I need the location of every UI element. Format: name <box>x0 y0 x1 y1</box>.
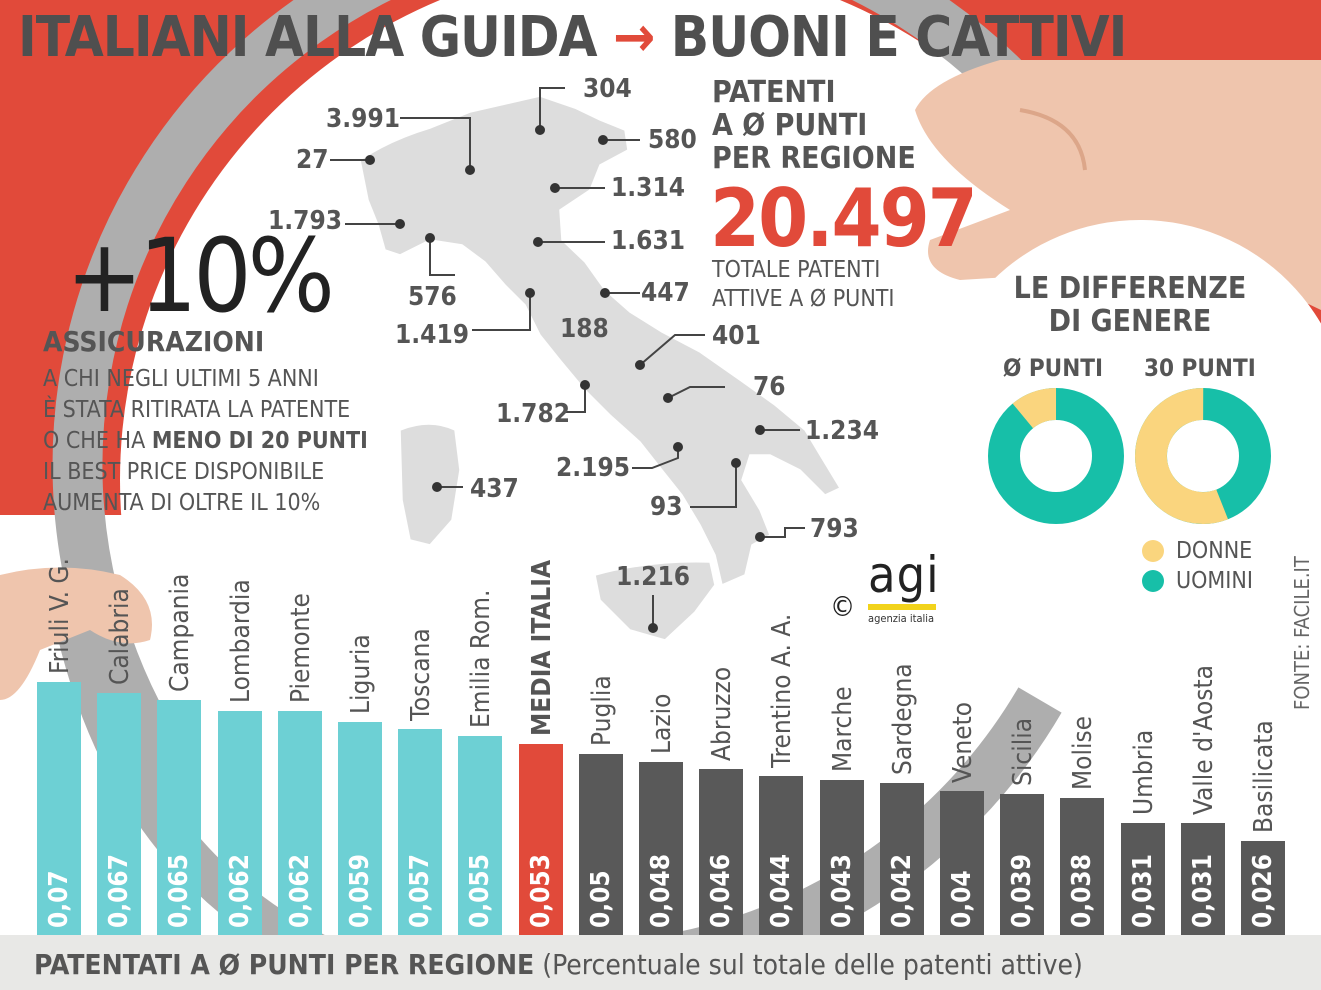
total-caption-line: TOTALE PATENTI <box>712 257 881 283</box>
map-label: 93 <box>650 492 683 522</box>
insurance-line: È STATA RITIRATA LA PATENTE <box>43 397 351 423</box>
map-label: 401 <box>712 321 761 351</box>
total-count: 20.497 <box>710 172 978 265</box>
map-label: 1.419 <box>395 320 469 350</box>
footer-caption-bold: PATENTATI A Ø PUNTI PER REGIONE <box>34 948 535 981</box>
legend-men: UOMINI <box>1176 568 1253 594</box>
patenti-heading-line: A Ø PUNTI <box>712 108 868 143</box>
legend-women-dot <box>1142 540 1164 562</box>
gender-heading-line: LE DIFFERENZE <box>1013 271 1247 306</box>
gender-donuts <box>988 388 1271 524</box>
map-label: 1.314 <box>611 173 685 203</box>
map-label: 27 <box>296 145 329 175</box>
map-label: 188 <box>560 314 609 344</box>
legend-men-dot <box>1142 570 1164 592</box>
insurance-line-bold: MENO DI 20 PUNTI <box>151 428 368 454</box>
title-arrow-icon: → <box>613 5 655 70</box>
map-label: 3.991 <box>326 104 400 134</box>
agi-logo: agi <box>868 546 940 604</box>
gender-heading: LE DIFFERENZE DI GENERE <box>1008 272 1252 338</box>
insurance-text: A CHI NEGLI ULTIMI 5 ANNI È STATA RITIRA… <box>43 364 368 519</box>
gender-heading-line: DI GENERE <box>1048 304 1212 339</box>
total-caption: TOTALE PATENTI ATTIVE A Ø PUNTI <box>712 256 895 314</box>
map-label: 437 <box>470 474 519 504</box>
insurance-percent: +10% <box>66 217 335 336</box>
map-label: 580 <box>648 125 697 155</box>
donut-zero-label: Ø PUNTI <box>1003 354 1104 382</box>
patenti-heading: PATENTI A Ø PUNTI PER REGIONE <box>712 76 916 175</box>
footer-caption: PATENTATI A Ø PUNTI PER REGIONE (Percent… <box>34 948 1083 981</box>
map-label: 576 <box>408 282 457 312</box>
insurance-line: O CHE HA MENO DI 20 PUNTI <box>43 426 368 457</box>
title-left: ITALIANI ALLA GUIDA <box>18 5 598 70</box>
map-label: 2.195 <box>556 453 630 483</box>
insurance-line-prefix: O CHE HA <box>43 428 152 454</box>
map-label: 304 <box>583 74 632 104</box>
donut-thirty-label: 30 PUNTI <box>1144 354 1256 382</box>
title-right: BUONI E CATTIVI <box>670 5 1128 70</box>
patenti-heading-line: PATENTI <box>712 75 836 110</box>
footer-caption-normal: (Percentuale sul totale delle patenti at… <box>534 948 1083 981</box>
patenti-heading-line: PER REGIONE <box>712 141 916 176</box>
donut-thirty-women <box>1135 388 1271 524</box>
map-label: 793 <box>810 514 859 544</box>
map-label: 1.793 <box>268 206 342 236</box>
page-title: ITALIANI ALLA GUIDA → BUONI E CATTIVI <box>18 2 1128 74</box>
total-caption-line: ATTIVE A Ø PUNTI <box>712 286 895 312</box>
source-credit: FONTE: FACILE.IT <box>1290 556 1314 710</box>
insurance-title: ASSICURAZIONI <box>43 325 265 358</box>
footer-band <box>0 935 1321 990</box>
insurance-line: A CHI NEGLI ULTIMI 5 ANNI <box>43 366 319 392</box>
agi-logo-subtitle: agenzia italia <box>868 612 935 625</box>
map-label: 1.631 <box>611 226 685 256</box>
insurance-line: IL BEST PRICE DISPONIBILE <box>43 459 325 485</box>
map-label: 1.216 <box>616 562 690 592</box>
agi-logo-bar <box>868 604 936 610</box>
legend-women: DONNE <box>1176 538 1253 564</box>
copyright-icon: © <box>830 590 856 623</box>
map-label: 1.782 <box>496 399 570 429</box>
map-label: 76 <box>753 372 786 402</box>
insurance-line: AUMENTA DI OLTRE IL 10% <box>43 490 321 516</box>
map-label: 447 <box>641 278 690 308</box>
map-label: 1.234 <box>805 416 879 446</box>
